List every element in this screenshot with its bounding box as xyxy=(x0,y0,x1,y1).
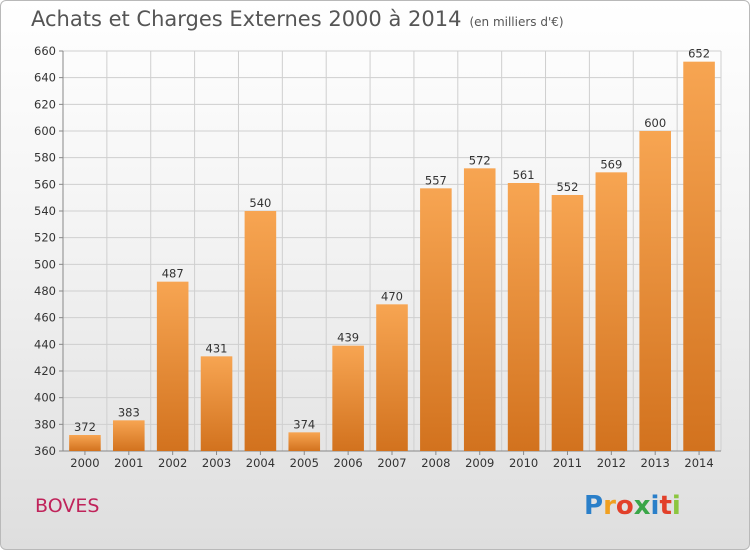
logo-letter: r xyxy=(603,491,616,521)
y-tick-label: 560 xyxy=(34,177,56,191)
y-tick-label: 480 xyxy=(34,284,56,298)
data-label: 540 xyxy=(249,196,271,210)
chart-title-text: Achats et Charges Externes 2000 à 2014 xyxy=(31,7,462,31)
bar-2010 xyxy=(507,183,540,451)
data-label: 600 xyxy=(644,116,666,130)
bar-2005 xyxy=(288,432,321,451)
logo-letter: x xyxy=(633,491,651,521)
x-tick-label: 2010 xyxy=(509,456,538,470)
bar-2001 xyxy=(113,420,145,451)
logo-letter: i xyxy=(671,491,681,521)
y-tick-label: 520 xyxy=(34,231,56,245)
data-labels: 372 383 487 431 540 374 439 470 557 572 561 552 569 6… xyxy=(74,47,710,434)
bar-2003 xyxy=(200,356,233,451)
data-label: 470 xyxy=(381,289,403,303)
logo-letter: t xyxy=(659,491,672,521)
data-label: 431 xyxy=(206,341,228,355)
data-label: 374 xyxy=(293,417,315,431)
y-tick-label: 640 xyxy=(34,71,56,85)
chart-subtitle: (en milliers d'€) xyxy=(469,15,564,29)
y-tick-label: 660 xyxy=(34,44,56,58)
data-label: 439 xyxy=(337,331,359,345)
y-tick-label: 540 xyxy=(34,204,56,218)
x-tick-label: 2014 xyxy=(684,456,713,470)
bar-2009 xyxy=(463,168,496,452)
x-tick-label: 2013 xyxy=(641,456,670,470)
logo-letter: P xyxy=(584,491,604,521)
y-tick-label: 360 xyxy=(34,444,56,458)
data-label: 652 xyxy=(688,47,710,61)
bar-2012 xyxy=(595,172,628,452)
x-tick-label: 2002 xyxy=(158,456,187,470)
axes: 360 380 400 420 440 460 480 500 520 540 560 580 600 6… xyxy=(34,44,721,470)
bar-2008 xyxy=(420,188,452,452)
y-tick-label: 600 xyxy=(34,124,56,138)
y-tick-label: 440 xyxy=(34,337,56,351)
city-name: BOVES xyxy=(35,495,100,517)
bars xyxy=(69,61,715,452)
data-label: 552 xyxy=(556,180,578,194)
data-label: 557 xyxy=(425,173,447,187)
data-label: 372 xyxy=(74,420,96,434)
x-tick-label: 2004 xyxy=(246,456,275,470)
x-tick-label: 2008 xyxy=(421,456,450,470)
chart-title: Achats et Charges Externes 2000 à 2014 (e… xyxy=(31,7,564,31)
x-tick-label: 2003 xyxy=(202,456,231,470)
y-tick-label: 620 xyxy=(34,97,56,111)
x-tick-label: 2001 xyxy=(114,456,143,470)
y-tick-label: 460 xyxy=(34,311,56,325)
bar-2007 xyxy=(376,304,408,451)
y-tick-label: 500 xyxy=(34,257,56,271)
x-tick-label: 2005 xyxy=(290,456,319,470)
x-tick-label: 2011 xyxy=(553,456,582,470)
x-tick-label: 2006 xyxy=(333,456,362,470)
bar-2002 xyxy=(156,281,189,451)
data-label: 569 xyxy=(600,157,622,171)
logo-letter: i xyxy=(650,491,660,521)
bar-2004 xyxy=(244,211,277,451)
bar-2014 xyxy=(683,61,715,452)
data-label: 383 xyxy=(118,405,140,419)
bar-2011 xyxy=(551,195,584,451)
bar-2000 xyxy=(69,435,101,451)
y-tick-label: 380 xyxy=(34,417,56,431)
data-label: 561 xyxy=(513,168,535,182)
bar-2006 xyxy=(332,345,364,451)
y-tick-label: 400 xyxy=(34,391,56,405)
x-tick-label: 2000 xyxy=(70,456,99,470)
y-tick-label: 580 xyxy=(34,151,56,165)
logo-letter: o xyxy=(615,491,634,521)
proxiti-logo[interactable]: Proxiti xyxy=(584,491,681,521)
data-label: 572 xyxy=(469,153,491,167)
data-label: 487 xyxy=(162,267,184,281)
x-tick-label: 2007 xyxy=(377,456,406,470)
y-tick-label: 420 xyxy=(34,364,56,378)
bar-2013 xyxy=(639,131,671,451)
x-tick-label: 2012 xyxy=(597,456,626,470)
x-tick-label: 2009 xyxy=(465,456,494,470)
